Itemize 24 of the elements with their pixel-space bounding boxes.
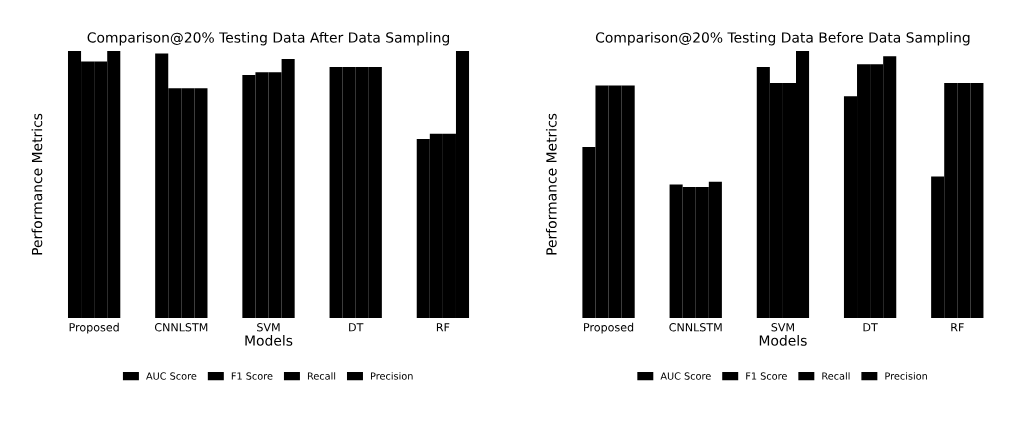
legend-label: Recall [822, 372, 850, 380]
y-axis-title: Performance Metrics [545, 113, 557, 255]
x-tick-label: DT [349, 323, 364, 332]
chart-title: Comparison@20% Testing Data Before Data Sampling [595, 31, 970, 46]
legend-label: Precision [370, 372, 413, 380]
legend-label: F1 Score [231, 372, 273, 380]
chart-title: Comparison@20% Testing Data After Data Sampling [87, 31, 450, 46]
x-tick-label: CNNLSTM [669, 323, 722, 332]
x-tick-label: DT [863, 323, 878, 332]
x-tick-label: RF [436, 323, 450, 332]
x-tick-label: Proposed [584, 322, 634, 334]
legend-label: Recall [307, 372, 336, 380]
x-tick-label: Proposed [69, 322, 119, 334]
x-tick-label: RF [951, 323, 964, 332]
x-axis-title: Models [759, 335, 807, 346]
x-tick-label: SVM [257, 323, 280, 332]
legend-label: AUC Score [660, 372, 711, 380]
x-axis-title: Models [245, 335, 293, 346]
x-tick-label: SVM [771, 323, 794, 332]
legend-label: AUC Score [146, 372, 197, 380]
x-tick-label: CNNLSTM [154, 323, 208, 332]
legend-label: Precision [885, 372, 927, 380]
y-axis-title: Performance Metrics [31, 113, 43, 255]
legend-label: F1 Score [746, 372, 787, 380]
